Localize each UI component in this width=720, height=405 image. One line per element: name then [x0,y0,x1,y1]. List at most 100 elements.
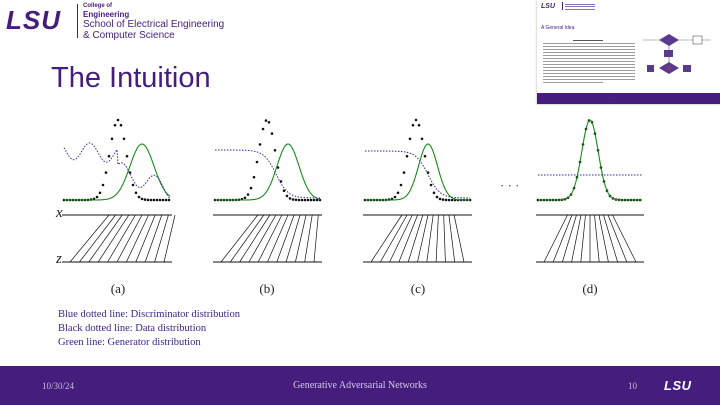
data-point-b [243,196,247,200]
footer-date: 10/30/24 [42,381,75,391]
data-point-b [300,198,304,202]
data-point-c [396,191,400,195]
mapping-line-c [407,214,424,263]
mapping-line-c [379,214,408,263]
lsu-logo: LSU [6,5,61,35]
thumbnail-diagram-icon: ✕ [643,34,711,74]
data-point-a [119,123,123,127]
data-point-b [270,132,274,135]
mapping-line-c [435,214,439,263]
mapping-line-b [276,214,295,263]
data-point-a [152,198,156,202]
data-point-b [312,198,316,202]
data-point-c [423,154,427,158]
ellipsis: · · · [500,178,520,193]
data-point-a [140,197,144,201]
caption-discriminator: Blue dotted line: Discriminator distribu… [58,309,240,320]
data-point-a [161,198,165,202]
data-point-b [315,198,319,202]
mapping-line-b [239,214,271,263]
mapping-line-d [543,214,568,263]
mapping-line-b [220,214,259,263]
data-point-a [116,118,120,122]
data-point-c [405,154,409,158]
thumbnail-title: A General Idea [541,25,575,31]
thumbnail-logo: LSU [541,3,555,10]
data-point-b [285,194,289,198]
mapping-line-d [571,214,582,263]
data-point-a [125,154,129,158]
data-point-b [252,175,256,179]
x-axis-label: x [56,205,63,221]
data-point-a [155,198,159,202]
data-point-b [303,198,307,202]
data-point-c [441,198,445,201]
mapping-line-a [97,214,130,263]
mapping-line-c [417,214,429,263]
data-point-b [288,197,292,200]
data-point-a [167,198,171,202]
data-point-c [417,123,421,127]
generator-curve-b [215,143,321,201]
mapping-line-b [313,214,319,263]
data-point-c [393,195,397,199]
data-point-c [438,197,442,201]
discriminator-curve-b [215,149,320,199]
footer-logo: LSU [664,378,692,393]
mapping-line-a [135,214,156,263]
caption-data: Black dotted line: Data distribution [58,323,207,334]
data-point-b [246,193,250,196]
mapping-line-a [79,214,116,263]
data-point-a [107,154,111,158]
slide-title: The Intuition [51,62,211,94]
thumbnail-text-block [543,40,635,85]
data-point-b [297,198,301,202]
data-point-b [282,189,286,192]
panel-label-c: (c) [410,281,426,296]
data-point-b [294,198,298,202]
svg-text:✕: ✕ [666,66,671,72]
data-point-c [411,123,415,127]
data-point-b [249,186,253,190]
data-point-c [429,183,433,187]
data-point-b [276,166,280,169]
mapping-line-d [598,214,609,263]
gan-intuition-figure [62,118,644,263]
mapping-line-a [154,214,169,263]
mapping-line-d [552,214,573,263]
data-point-a [104,171,108,174]
footer-bar: 10/30/24 Generative Adversarial Networks… [0,366,720,405]
school-line-1: School of Electrical Engineering [83,19,225,30]
discriminator-curve-c [365,150,471,199]
mapping-line-a [69,214,110,263]
data-point-b [258,143,262,146]
mapping-line-b [257,214,283,263]
data-point-a [149,198,153,202]
mapping-line-a [88,214,123,263]
data-point-a [137,195,141,199]
data-point-a [134,191,138,195]
mapping-line-a [144,214,163,263]
data-point-a [146,198,150,202]
slide-thumbnail[interactable]: LSU A General Idea ✕ · · · · · · · · · ·… [537,0,720,104]
thumbnail-school [562,2,603,10]
data-point-c [414,118,418,122]
panel-label-d: (d) [582,281,598,296]
mapping-line-a [107,214,136,263]
data-point-c [450,198,454,202]
mapping-line-b [230,214,265,263]
mapping-line-d [580,214,586,263]
data-point-c [435,195,439,199]
thumbnail-footer: · · · · · · · · · · · [537,93,720,104]
mapping-line-c [389,214,413,263]
data-point-a [158,198,162,202]
engineering-line: Engineering [83,10,130,19]
panel-label-b: (b) [259,281,275,296]
header-divider [77,4,78,38]
data-point-c [444,198,448,202]
data-point-b [261,127,265,131]
data-point-b [264,119,268,122]
data-point-a [95,195,99,199]
mapping-line-d [607,214,628,263]
data-point-b [267,121,271,124]
